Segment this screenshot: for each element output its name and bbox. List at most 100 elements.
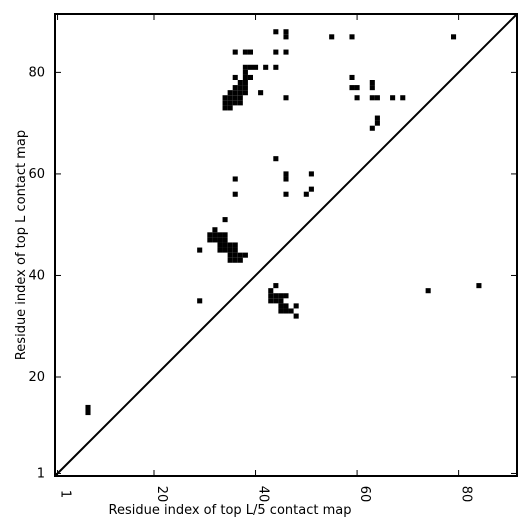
contact-cell-lower bbox=[232, 252, 238, 258]
contact-cell-upper bbox=[283, 34, 289, 40]
x-tick-label: 1 bbox=[58, 490, 73, 498]
y-tick-label: 40 bbox=[28, 268, 45, 283]
x-axis-label: Residue index of top L/5 contact map bbox=[109, 503, 352, 518]
contact-cell-upper bbox=[227, 100, 233, 106]
y-axis-label: Residue index of top L contact map bbox=[14, 130, 29, 360]
contact-cell-upper bbox=[263, 64, 269, 70]
contact-cell-upper bbox=[237, 100, 243, 106]
contact-cell-lower bbox=[268, 293, 274, 299]
contact-cell-upper bbox=[242, 74, 248, 80]
contact-cell-upper bbox=[400, 95, 406, 101]
contact-cell-upper bbox=[242, 69, 248, 75]
contact-cell-lower bbox=[212, 232, 218, 238]
contact-cell-upper bbox=[232, 100, 238, 106]
contact-cell-upper bbox=[369, 85, 375, 91]
contact-cell-upper bbox=[242, 90, 248, 96]
contact-cell-upper bbox=[247, 74, 253, 80]
contact-cell-upper bbox=[247, 64, 253, 70]
contact-cell-upper bbox=[283, 176, 289, 182]
contact-cells bbox=[85, 29, 482, 416]
contact-cell-lower bbox=[222, 247, 228, 253]
contact-cell-lower bbox=[232, 247, 238, 253]
x-tick-label: 40 bbox=[256, 486, 271, 503]
y-tick-label: 1 bbox=[37, 466, 45, 481]
contact-cell-upper bbox=[303, 191, 309, 197]
contact-cell-lower bbox=[85, 404, 91, 410]
contact-cell-upper bbox=[227, 90, 233, 96]
contact-cell-upper bbox=[283, 29, 289, 35]
y-tick-label: 80 bbox=[28, 65, 45, 80]
contact-cell-upper bbox=[227, 95, 233, 101]
contact-cell-upper bbox=[273, 156, 279, 162]
contact-cell-upper bbox=[451, 34, 457, 40]
contact-cell-lower bbox=[288, 308, 294, 314]
contact-cell-lower bbox=[283, 293, 289, 299]
contact-cell-upper bbox=[308, 186, 314, 192]
contact-cell-upper bbox=[283, 95, 289, 101]
contact-cell-upper bbox=[237, 85, 243, 91]
contact-cell-upper bbox=[374, 120, 380, 126]
contact-cell-upper bbox=[242, 64, 248, 70]
contact-cell-lower bbox=[476, 283, 482, 289]
contact-cell-upper bbox=[242, 85, 248, 91]
contact-cell-lower bbox=[242, 252, 248, 258]
contact-cell-lower bbox=[217, 237, 223, 243]
contact-cell-upper bbox=[232, 95, 238, 101]
contact-cell-lower bbox=[268, 298, 274, 304]
contact-cell-upper bbox=[374, 115, 380, 121]
contact-cell-upper bbox=[222, 95, 228, 101]
contact-cell-upper bbox=[242, 80, 248, 86]
contact-cell-upper bbox=[237, 80, 243, 86]
contact-cell-lower bbox=[85, 410, 91, 416]
contact-cell-upper bbox=[227, 105, 233, 111]
y-tick-label: 60 bbox=[28, 167, 45, 182]
contact-cell-lower bbox=[222, 232, 228, 238]
contact-cell-upper bbox=[237, 95, 243, 101]
contact-cell-lower bbox=[217, 242, 223, 248]
y-tick-label: 20 bbox=[28, 370, 45, 385]
contact-cell-lower bbox=[197, 298, 203, 304]
contact-cell-upper bbox=[354, 85, 360, 91]
contact-cell-lower bbox=[278, 308, 284, 314]
contact-cell-upper bbox=[242, 49, 248, 55]
contact-cell-lower bbox=[293, 313, 299, 319]
contact-cell-lower bbox=[222, 237, 228, 243]
contact-cell-lower bbox=[273, 283, 279, 289]
contact-cell-upper bbox=[308, 171, 314, 177]
contact-cell-upper bbox=[232, 90, 238, 96]
contact-cell-upper bbox=[369, 80, 375, 86]
contact-cell-lower bbox=[232, 257, 238, 263]
contact-cell-upper bbox=[329, 34, 335, 40]
contact-cell-upper bbox=[232, 191, 238, 197]
contact-cell-lower bbox=[237, 252, 243, 258]
contact-cell-lower bbox=[217, 232, 223, 238]
contact-cell-upper bbox=[222, 105, 228, 111]
contact-cell-upper bbox=[247, 49, 253, 55]
contact-cell-upper bbox=[283, 171, 289, 177]
axis-ticks: 1 20 40 60 80 1 20 40 60 80 bbox=[28, 14, 517, 502]
contact-cell-lower bbox=[425, 288, 431, 294]
contact-cell-upper bbox=[369, 125, 375, 131]
contact-cell-lower bbox=[227, 252, 233, 258]
contact-cell-lower bbox=[227, 247, 233, 253]
contact-cell-lower bbox=[212, 227, 218, 233]
contact-cell-upper bbox=[374, 95, 380, 101]
contact-cell-lower bbox=[283, 308, 289, 314]
contact-cell-upper bbox=[283, 49, 289, 55]
contact-cell-lower bbox=[232, 242, 238, 248]
contact-cell-lower bbox=[268, 288, 274, 294]
x-tick-label: 20 bbox=[154, 486, 169, 503]
contact-cell-upper bbox=[232, 74, 238, 80]
plot-frame bbox=[54, 13, 518, 477]
x-tick-label: 60 bbox=[357, 486, 372, 503]
contact-cell-lower bbox=[207, 232, 213, 238]
contact-cell-lower bbox=[227, 257, 233, 263]
contact-cell-upper bbox=[349, 74, 355, 80]
contact-cell-upper bbox=[237, 90, 243, 96]
contact-cell-upper bbox=[273, 64, 279, 70]
contact-cell-upper bbox=[349, 85, 355, 91]
diagonal-line bbox=[54, 13, 518, 477]
contact-cell-lower bbox=[212, 237, 218, 243]
contact-cell-lower bbox=[197, 247, 203, 253]
contact-cell-upper bbox=[258, 90, 264, 96]
